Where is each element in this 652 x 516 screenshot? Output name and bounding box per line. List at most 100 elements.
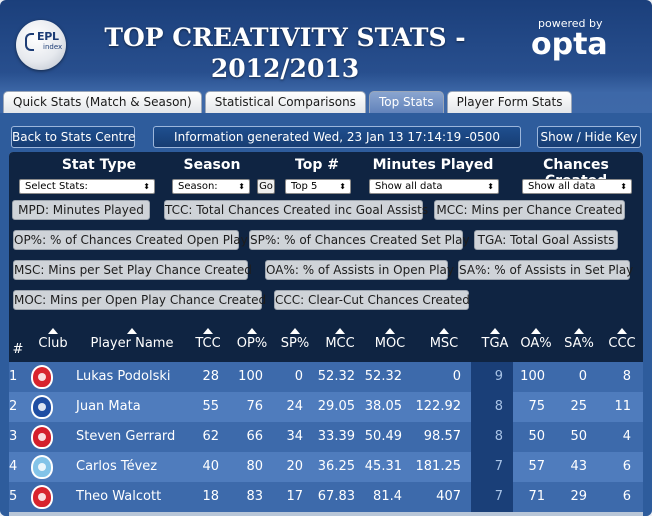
col-rank-header: # [12, 342, 24, 357]
sort-arrow-icon [127, 328, 137, 334]
player-name-cell[interactable]: Carlos Tévez [76, 459, 158, 474]
table-row[interactable]: 2 Juan Mata 55 76 24 29.05 38.05 122.92 … [9, 392, 643, 422]
tab-bar: Quick Stats (Match & Season) Statistical… [3, 91, 573, 113]
moc-cell: 45.31 [364, 459, 402, 474]
select-arrows-icon: ⬍ [143, 182, 150, 191]
top-number-heading: Top # [295, 157, 339, 173]
top-number-select[interactable]: Top 5 ⬍ [285, 179, 351, 194]
sp-cell: 17 [286, 489, 303, 504]
sort-arrow-icon [490, 328, 500, 334]
op-cell: 76 [246, 399, 263, 414]
key-item-tcc: TCC: Total Chances Created inc Goal Assi… [164, 200, 428, 220]
col-player-header[interactable]: Player Name [87, 328, 177, 351]
msc-cell: 122.92 [415, 399, 462, 414]
select-arrows-icon: ⬍ [238, 182, 245, 191]
tga-cell: 7 [494, 489, 503, 504]
oa-cell: 100 [520, 369, 545, 384]
tcc-cell: 28 [202, 369, 219, 384]
col-tcc-header[interactable]: TCC [191, 328, 225, 351]
player-name-cell[interactable]: Steven Gerrard [76, 429, 176, 444]
col-ccc-header[interactable]: CCC [605, 328, 639, 351]
table-row[interactable]: 5 Theo Walcott 18 83 17 67.83 81.4 407 7… [9, 482, 643, 512]
tcc-cell: 55 [202, 399, 219, 414]
ccc-cell: 4 [622, 429, 631, 444]
page-title: TOP CREATIVITY STATS - 2012/2013 [100, 22, 470, 84]
epl-index-logo[interactable]: EPL index [16, 20, 66, 70]
col-sa-header[interactable]: SA% [562, 328, 596, 351]
ccc-cell: 11 [614, 399, 631, 414]
sp-cell: 20 [286, 459, 303, 474]
key-item-sp: SP%: % of Chances Created Set Play [249, 230, 470, 250]
arsenal-crest-icon [31, 365, 53, 389]
sort-arrow-icon [48, 328, 58, 334]
tab-quick-stats[interactable]: Quick Stats (Match & Season) [3, 91, 202, 113]
table-row[interactable]: 1 Lukas Podolski 28 100 0 52.32 52.32 0 … [9, 362, 643, 392]
man-city-crest-icon [31, 455, 53, 479]
ccc-cell: 6 [622, 459, 631, 474]
chances-created-select-value: Show all data [528, 181, 596, 192]
page-title-line1: TOP CREATIVITY STATS - [104, 23, 466, 52]
tga-column-highlight [471, 482, 513, 512]
tab-top-stats[interactable]: Top Stats [368, 91, 444, 113]
show-hide-key-button[interactable]: Show / Hide Key [537, 126, 641, 148]
col-sp-header[interactable]: SP% [277, 328, 313, 351]
col-msc-header[interactable]: MSC [425, 328, 463, 351]
col-op-header[interactable]: OP% [234, 328, 270, 351]
sp-cell: 34 [286, 429, 303, 444]
col-moc-header[interactable]: MOC [371, 328, 409, 351]
go-button[interactable]: Go [257, 179, 275, 194]
table-row[interactable]: 4 Carlos Tévez 40 80 20 36.25 45.31 181.… [9, 452, 643, 482]
tcc-cell: 18 [202, 489, 219, 504]
player-name-cell[interactable]: Theo Walcott [76, 489, 162, 504]
back-to-stats-centre-button[interactable]: Back to Stats Centre [11, 126, 135, 148]
liverpool-crest-icon [31, 425, 53, 449]
col-mcc-header[interactable]: MCC [321, 328, 359, 351]
msc-cell: 407 [436, 489, 461, 504]
stat-type-select[interactable]: Select Stats: ⬍ [19, 179, 155, 194]
moc-cell: 38.05 [364, 399, 402, 414]
tcc-cell: 62 [202, 429, 219, 444]
table-row[interactable]: 3 Steven Gerrard 62 66 34 33.39 50.49 98… [9, 422, 643, 452]
sa-cell: 43 [570, 459, 587, 474]
tga-column-highlight [471, 362, 513, 392]
mcc-cell: 52.32 [317, 369, 355, 384]
col-tga-header[interactable]: TGA [479, 328, 511, 351]
sort-arrow-icon [531, 328, 541, 334]
tab-statistical-comparisons[interactable]: Statistical Comparisons [204, 91, 366, 113]
tga-cell: 8 [494, 399, 503, 414]
oa-cell: 57 [528, 459, 545, 474]
select-arrows-icon: ⬍ [620, 182, 627, 191]
season-select[interactable]: Season: ⬍ [172, 179, 250, 194]
key-item-op: OP%: % of Chances Created Open Play [13, 230, 248, 250]
chances-created-select[interactable]: Show all data ⬍ [522, 179, 632, 194]
minutes-played-heading: Minutes Played [372, 157, 494, 173]
col-club-header[interactable]: Club [35, 328, 71, 351]
logo-text: EPL [37, 30, 59, 43]
tab-player-form-stats[interactable]: Player Form Stats [446, 91, 573, 113]
tga-cell: 8 [494, 429, 503, 444]
tga-column-highlight [471, 422, 513, 452]
rank-cell: 4 [9, 459, 18, 474]
header: EPL index TOP CREATIVITY STATS - 2012/20… [0, 0, 652, 88]
player-name-cell[interactable]: Lukas Podolski [76, 369, 171, 384]
col-oa-header[interactable]: OA% [519, 328, 553, 351]
mcc-cell: 33.39 [317, 429, 355, 444]
rank-cell: 2 [9, 399, 18, 414]
oa-cell: 75 [528, 399, 545, 414]
oa-cell: 50 [528, 429, 545, 444]
mcc-cell: 36.25 [317, 459, 355, 474]
player-name-cell[interactable]: Juan Mata [76, 399, 141, 414]
select-arrows-icon: ⬍ [487, 182, 494, 191]
op-cell: 80 [246, 459, 263, 474]
sp-cell: 0 [294, 369, 303, 384]
filter-and-key-area: Stat Type Season Top # Minutes Played Ch… [9, 152, 643, 318]
sort-arrow-icon [203, 328, 213, 334]
msc-cell: 98.57 [423, 429, 461, 444]
op-cell: 66 [246, 429, 263, 444]
minutes-played-select[interactable]: Show all data ⬍ [369, 179, 499, 194]
logo-mark-icon [25, 33, 34, 51]
key-item-oa: OA%: % of Assists in Open Play [265, 260, 454, 280]
rank-cell: 1 [9, 369, 18, 384]
key-item-ccc: CCC: Clear-Cut Chances Created [274, 290, 470, 310]
